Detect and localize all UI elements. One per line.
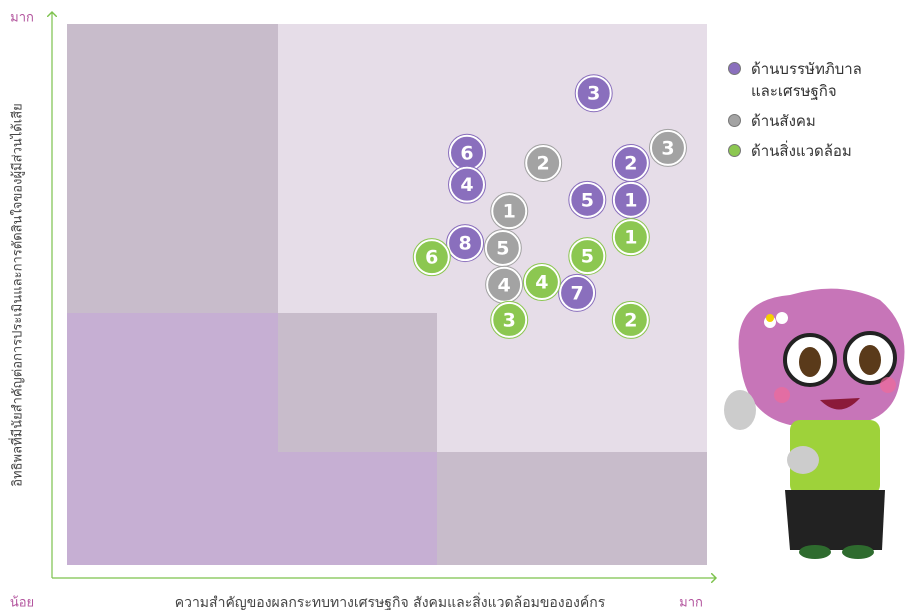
point-label: 3	[503, 309, 516, 331]
point-label: 3	[587, 83, 600, 105]
point-marker	[525, 145, 562, 182]
point-marker	[413, 239, 450, 276]
point: 7	[558, 273, 597, 312]
legend-swatch	[728, 144, 741, 157]
legend-item: ด้านสังคม	[728, 110, 903, 132]
point-marker	[569, 238, 606, 275]
point-ring	[558, 273, 597, 312]
point-label: 5	[581, 246, 594, 268]
point-ring	[490, 300, 529, 339]
point-marker	[612, 181, 649, 218]
point-ring	[611, 218, 650, 257]
point-label: 3	[661, 137, 674, 159]
point: 5	[568, 237, 607, 276]
point-marker	[649, 129, 686, 166]
point-label: 2	[624, 309, 637, 331]
point-marker	[491, 301, 528, 338]
point-label: 6	[460, 142, 473, 164]
point: 3	[648, 128, 687, 167]
x-tick-label: มาก	[679, 596, 703, 610]
legend-label: ด้านสังคม	[751, 112, 816, 130]
point-ring	[412, 238, 451, 277]
legend-item: ด้านบรรษัทภิบาลและเศรษฐกิจ	[728, 58, 903, 102]
x-tick-label: น้อย	[10, 596, 34, 610]
point-label: 4	[460, 174, 473, 196]
point: 2	[611, 144, 650, 183]
point-ring	[648, 128, 687, 167]
point-label: 1	[503, 201, 516, 223]
point-marker	[559, 274, 596, 311]
legend-swatch	[728, 114, 741, 127]
point: 2	[524, 144, 563, 183]
legend-item: ด้านสิ่งแวดล้อม	[728, 140, 903, 162]
point-ring	[568, 237, 607, 276]
point-ring	[574, 74, 613, 113]
zones	[67, 24, 707, 565]
point-marker	[449, 166, 485, 203]
legend-swatch	[728, 62, 741, 75]
point: 3	[490, 300, 529, 339]
point-ring	[568, 180, 607, 219]
x-axis-title: ความสำคัญของผลกระทบทางเศรษฐกิจ สังคมและส…	[175, 593, 606, 610]
point: 5	[483, 228, 522, 267]
point-label: 8	[458, 233, 471, 255]
point: 1	[611, 180, 650, 219]
point-marker	[612, 219, 649, 256]
point: 1	[490, 192, 529, 231]
legend-label: ด้านสิ่งแวดล้อม	[751, 142, 852, 160]
point-marker	[612, 301, 649, 338]
point: 2	[611, 300, 650, 339]
point-ring	[611, 300, 650, 339]
point-label: 2	[624, 153, 637, 175]
point: 6	[412, 238, 451, 277]
point: 8	[446, 224, 485, 263]
point: 1	[611, 218, 650, 257]
point-label: 4	[535, 272, 548, 294]
point-marker	[575, 75, 612, 112]
point: 6	[448, 133, 486, 172]
point-ring	[490, 192, 529, 231]
point-marker	[523, 264, 560, 301]
point: 4	[485, 265, 524, 304]
point-label: 5	[496, 237, 509, 259]
point-marker	[491, 193, 528, 230]
point-ring	[524, 144, 563, 183]
point-ring	[446, 224, 485, 263]
point-label: 1	[624, 227, 637, 249]
point: 4	[522, 263, 561, 302]
point-ring	[522, 263, 561, 302]
point-label: 2	[537, 153, 550, 175]
point-label: 7	[570, 282, 583, 304]
point-label: 5	[581, 189, 594, 211]
legend-label: ด้านบรรษัทภิบาลและเศรษฐกิจ	[751, 60, 862, 100]
point-marker	[484, 229, 521, 266]
point: 4	[448, 165, 486, 204]
legend: ด้านบรรษัทภิบาลและเศรษฐกิจด้านสังคมด้านส…	[728, 58, 903, 170]
point-ring	[448, 165, 486, 204]
point-label: 6	[425, 247, 438, 269]
point-marker	[447, 225, 484, 262]
point-marker	[569, 181, 606, 218]
y-axis-title: อิทธิพลที่มีนัยสำคัญต่อการประเมินและการต…	[9, 103, 26, 487]
point: 5	[568, 180, 607, 219]
point-marker	[612, 145, 649, 182]
mascot	[724, 288, 905, 559]
point: 3	[574, 74, 613, 113]
point-label: 1	[624, 189, 637, 211]
y-tick-label: มาก	[10, 11, 34, 26]
point-label: 4	[498, 274, 511, 296]
